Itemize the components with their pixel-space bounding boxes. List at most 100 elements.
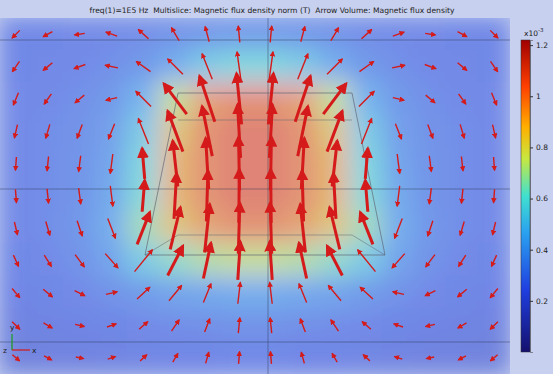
- arrow: [365, 180, 368, 212]
- arrow: [490, 30, 498, 38]
- arrow: [460, 222, 464, 236]
- heatmap-cell: [127, 18, 161, 51]
- arrow: [359, 61, 373, 71]
- triad-x: [12, 349, 30, 350]
- arrow: [142, 180, 145, 212]
- heatmap-cell: [445, 146, 479, 180]
- geometry-edges: [0, 18, 510, 374]
- arrow: [459, 94, 466, 104]
- heatmap-cell: [190, 341, 224, 374]
- arrow: [108, 357, 116, 360]
- heatmap-cell: [382, 146, 416, 180]
- heatmap-cell: [445, 276, 479, 310]
- arrow: [47, 157, 49, 171]
- heatmap-cell: [95, 244, 129, 278]
- arrow: [239, 352, 240, 364]
- heatmap-cell: [477, 211, 510, 245]
- heatmap-cell: [477, 114, 510, 148]
- arrow: [206, 352, 209, 363]
- arrow: [12, 355, 19, 361]
- arrow: [106, 32, 117, 36]
- arrow: [164, 84, 187, 114]
- arrow: [363, 355, 370, 361]
- heatmap-cell: [477, 18, 510, 51]
- arrow: [139, 322, 148, 330]
- arrow: [395, 357, 403, 360]
- heatmap-cell: [31, 179, 65, 213]
- arrow: [136, 61, 150, 71]
- edge-line: [0, 189, 510, 190]
- heatmap-cell: [413, 276, 447, 310]
- heatmap-cell: [0, 18, 33, 51]
- heatmap-cell: [445, 18, 479, 51]
- axis-triad: yzx: [3, 323, 37, 355]
- heatmap-cell: [286, 244, 320, 278]
- chart: freq(1)=1E5 Hz Multislice: Magnetic flux…: [0, 0, 553, 374]
- arrow: [43, 289, 52, 297]
- heatmap-cell: [95, 276, 129, 310]
- heatmap-cell: [477, 276, 510, 310]
- colorbar-tick-mark: [530, 96, 533, 97]
- heatmap-cell: [95, 179, 129, 213]
- arrow: [200, 76, 215, 122]
- colorbar-tick: 0.6: [530, 194, 548, 203]
- heatmap-cell: [477, 244, 510, 278]
- colorbar-tick: 1: [530, 92, 541, 101]
- heatmap-cell: [95, 341, 129, 374]
- arrow: [47, 189, 49, 203]
- heatmap-cell: [382, 114, 416, 148]
- arrow: [491, 355, 498, 361]
- heatmap-cell: [158, 276, 192, 310]
- arrow: [425, 291, 435, 296]
- heatmap-cell: [382, 341, 416, 374]
- heatmap-cell: [382, 308, 416, 342]
- arrow: [75, 324, 84, 326]
- arrow: [459, 255, 466, 266]
- heatmap-cell: [382, 49, 416, 83]
- heatmap-cell: [63, 308, 97, 342]
- arrow: [493, 222, 496, 235]
- multiplier-exponent: -3: [538, 27, 544, 33]
- colorbar-multiplier: x10-3: [524, 27, 544, 38]
- arrow: [331, 320, 339, 331]
- heatmap-cell: [0, 244, 33, 278]
- triad-label: x: [32, 346, 37, 355]
- heatmap-cell: [286, 18, 320, 51]
- heatmap-cell: [31, 18, 65, 51]
- heatmap-cell: [31, 49, 65, 83]
- arrow: [238, 242, 241, 280]
- heatmap-cell: [382, 211, 416, 245]
- colorbar: [521, 40, 530, 352]
- colorbar-tick-label: 1.2: [536, 41, 548, 50]
- arrow: [299, 243, 307, 279]
- heatmap-cell: [31, 308, 65, 342]
- edge-line: [0, 40, 510, 41]
- colorbar-tick-mark: [530, 301, 533, 302]
- heatmap-cell: [413, 114, 447, 148]
- arrow: [425, 33, 435, 35]
- heatmap-cell: [127, 82, 161, 116]
- heatmap-cell: [413, 179, 447, 213]
- arrow: [270, 318, 272, 333]
- heatmap-cell: [95, 49, 129, 83]
- arrow: [394, 324, 403, 327]
- heatmap-cell: [445, 82, 479, 116]
- arrow: [13, 255, 18, 266]
- heatmap-cell: [382, 82, 416, 116]
- heatmap-cell: [95, 82, 129, 116]
- arrow: [333, 173, 336, 219]
- heatmap-cell: [31, 341, 65, 374]
- heatmap-cell: [63, 341, 97, 374]
- arrow: [76, 357, 84, 359]
- arrow: [298, 54, 308, 79]
- heatmap-cell: [477, 146, 510, 180]
- colorbar-tick-label: 0.8: [536, 143, 548, 152]
- arrow: [359, 91, 374, 106]
- arrow: [494, 189, 495, 202]
- arrow: [205, 319, 210, 332]
- arrow: [295, 76, 310, 122]
- edge-line: [268, 18, 269, 374]
- heatmap-cell: [477, 308, 510, 342]
- heatmap-cell: [95, 146, 129, 180]
- arrow: [330, 207, 340, 249]
